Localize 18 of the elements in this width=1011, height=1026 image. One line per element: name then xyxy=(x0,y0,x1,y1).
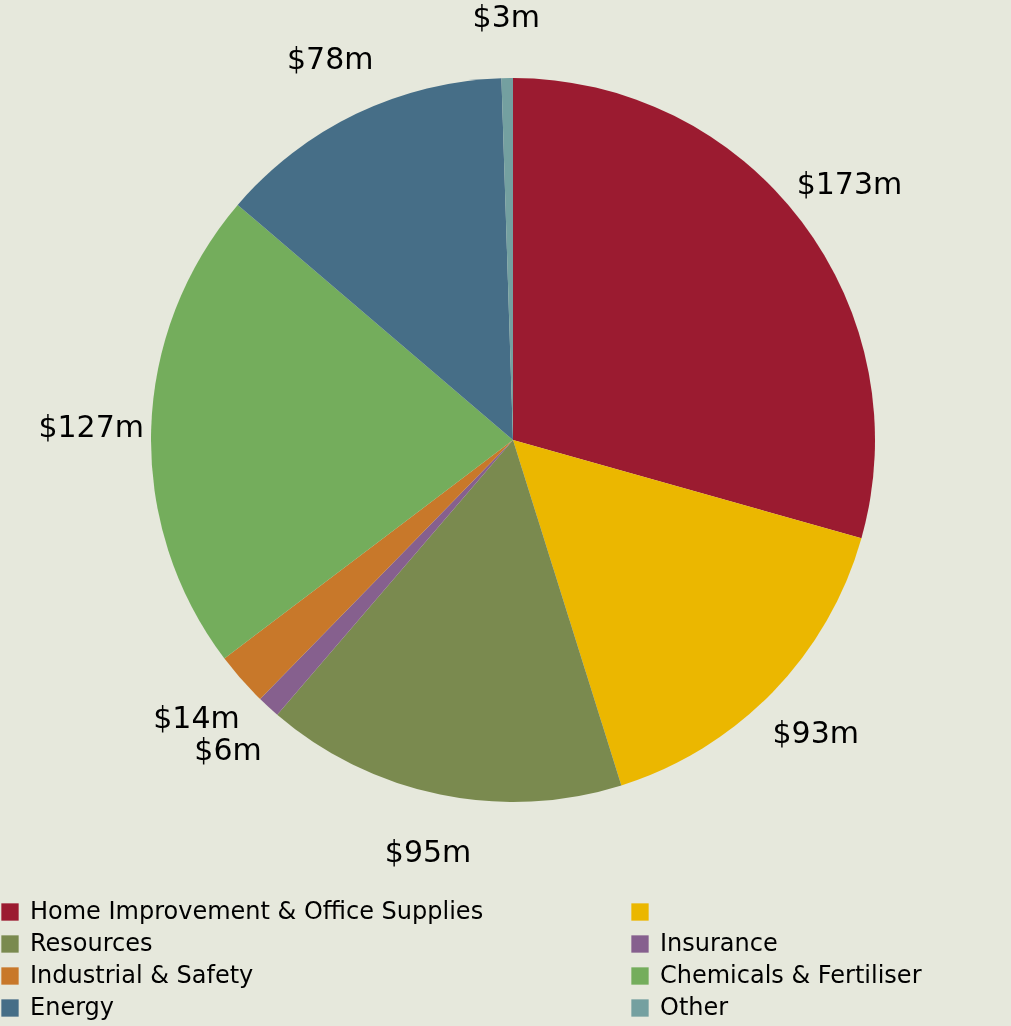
data-label: $3m xyxy=(472,0,540,35)
legend-label: Resources xyxy=(30,929,153,957)
pie-slice xyxy=(277,440,622,802)
pie-slice xyxy=(151,204,513,659)
data-label: $173m xyxy=(796,166,903,202)
data-label: $95m xyxy=(384,834,472,870)
legend-label: Insurance xyxy=(660,929,778,957)
pie-slice xyxy=(224,440,513,700)
data-label: $93m xyxy=(772,714,859,750)
legend-label: Other xyxy=(660,993,729,1021)
data-label: $78m xyxy=(286,40,374,76)
legend-label: Industrial & Safety xyxy=(30,961,254,989)
pie-slice xyxy=(237,78,513,440)
legend-label: Energy xyxy=(30,993,115,1021)
data-label: $127m xyxy=(38,408,144,444)
legend-label: Chemicals & Fertiliser xyxy=(660,961,922,989)
pie-slice xyxy=(513,440,862,786)
legend-label: Home Improvement & Office Supplies xyxy=(30,897,484,925)
